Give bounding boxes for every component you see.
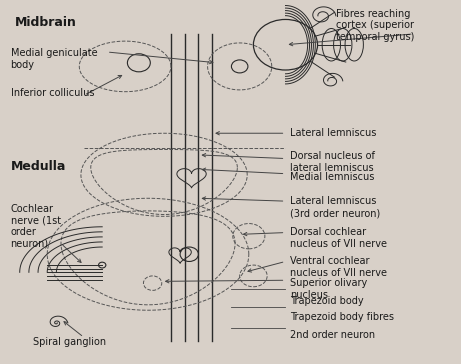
Text: Lateral lemniscus: Lateral lemniscus bbox=[290, 128, 377, 138]
Text: Midbrain: Midbrain bbox=[15, 16, 77, 29]
Text: 2nd order neuron: 2nd order neuron bbox=[290, 330, 375, 340]
Text: Trapezoid body: Trapezoid body bbox=[290, 296, 364, 306]
Text: Superior olivary
nucleus: Superior olivary nucleus bbox=[290, 278, 367, 300]
Text: Lateral lemniscus
(3rd order neuron): Lateral lemniscus (3rd order neuron) bbox=[290, 197, 380, 218]
Text: Inferior colliculus: Inferior colliculus bbox=[11, 88, 94, 98]
Text: Medial geniculate
body: Medial geniculate body bbox=[11, 48, 97, 70]
Text: Medulla: Medulla bbox=[11, 160, 66, 173]
Text: Medial lemniscus: Medial lemniscus bbox=[290, 172, 374, 182]
Text: Fibres reaching
cortex (superior
temporal gyrus): Fibres reaching cortex (superior tempora… bbox=[336, 9, 414, 42]
Text: Spiral ganglion: Spiral ganglion bbox=[34, 337, 106, 347]
Text: Dorsal nucleus of
lateral lemniscus: Dorsal nucleus of lateral lemniscus bbox=[290, 151, 375, 173]
Text: Trapezoid body fibres: Trapezoid body fibres bbox=[290, 312, 394, 322]
Text: Dorsal cochlear
nucleus of VII nerve: Dorsal cochlear nucleus of VII nerve bbox=[290, 227, 387, 249]
Text: Ventral cochlear
nucleus of VII nerve: Ventral cochlear nucleus of VII nerve bbox=[290, 256, 387, 278]
Text: Cochlear
nerve (1st
order
neuron): Cochlear nerve (1st order neuron) bbox=[11, 204, 61, 249]
